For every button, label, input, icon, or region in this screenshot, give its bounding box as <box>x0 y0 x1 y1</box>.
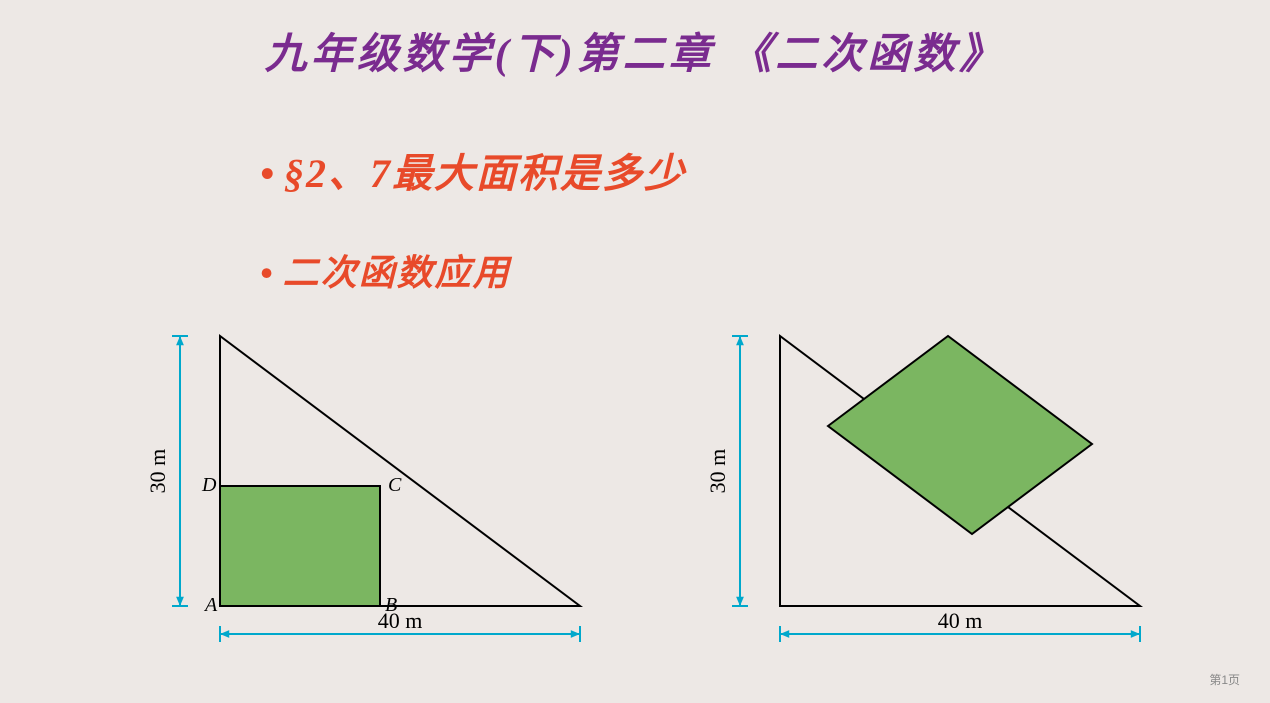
page-title: 九年级数学(下)第二章 《二次函数》 <box>0 0 1270 81</box>
diagram-left: 30 m40 mABCD <box>130 326 600 651</box>
section-title-text: §2、7最大面积是多少 <box>284 151 686 196</box>
svg-text:A: A <box>203 594 218 616</box>
svg-text:30 m: 30 m <box>705 449 730 494</box>
svg-text:B: B <box>385 594 397 616</box>
page-number: 第1页 <box>1209 671 1240 688</box>
triangle-rotated-rect-diagram: 30 m 40 m <box>690 326 1160 646</box>
section-title: •§2、7最大面积是多少 <box>260 141 1270 199</box>
diagrams-row: 30 m 40 m A B C D 30 m 40 m <box>0 326 1270 651</box>
bullet-icon: • <box>260 151 276 196</box>
svg-text:40 m: 40 m <box>938 608 983 633</box>
svg-text:30 m: 30 m <box>145 449 170 494</box>
svg-text:D: D <box>201 474 217 496</box>
subsection-title-text: 二次函数应用 <box>283 253 511 293</box>
subtitle-container: •§2、7最大面积是多少 •二次函数应用 <box>260 141 1270 296</box>
bullet-icon: • <box>260 253 275 293</box>
diagram-right: 30 m 40 m <box>690 326 1160 651</box>
triangle-rect-diagram: 30 m40 mABCD <box>130 326 600 646</box>
svg-text:C: C <box>388 474 402 496</box>
subsection-title: •二次函数应用 <box>260 244 1270 296</box>
